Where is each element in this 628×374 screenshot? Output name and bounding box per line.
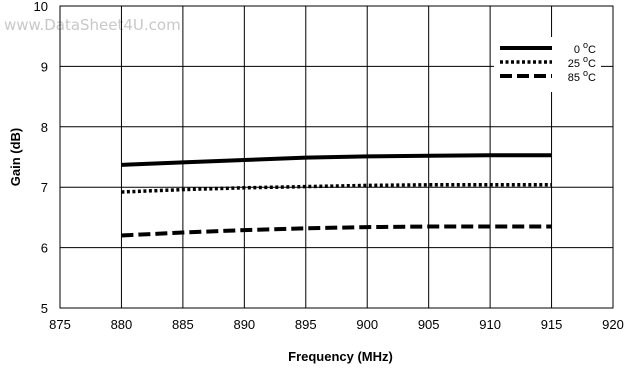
- x-tick-label: 900: [356, 317, 378, 332]
- y-tick-label: 9: [41, 59, 48, 74]
- y-tick-label: 7: [41, 180, 48, 195]
- x-axis-label: Frequency (MHz): [288, 349, 393, 364]
- x-tick-label: 920: [602, 317, 624, 332]
- legend-label: 25 oC: [568, 54, 596, 70]
- x-tick-label: 915: [541, 317, 563, 332]
- legend-label: 0 oC: [574, 40, 596, 56]
- x-tick-label: 885: [172, 317, 194, 332]
- x-tick-label: 910: [479, 317, 501, 332]
- x-tick-label: 895: [295, 317, 317, 332]
- x-tick-label: 890: [233, 317, 255, 332]
- series: [121, 153, 552, 238]
- y-axis-label: Gain (dB): [8, 128, 23, 187]
- series-line-85c: [121, 224, 552, 238]
- plot-frame: [59, 5, 614, 309]
- series-line-0c: [121, 153, 552, 167]
- y-tick-label: 5: [41, 301, 48, 316]
- watermark: www.DataSheet4U.com: [4, 16, 181, 34]
- x-tick-label: 905: [418, 317, 440, 332]
- legend-label: 85 oC: [568, 68, 596, 84]
- series-line-25c: [121, 183, 552, 194]
- y-tick-label: 6: [41, 241, 48, 256]
- y-tick-label: 8: [41, 120, 48, 135]
- x-tick-label: 875: [49, 317, 71, 332]
- x-tick-label: 880: [111, 317, 133, 332]
- y-tick-label: 10: [34, 0, 48, 14]
